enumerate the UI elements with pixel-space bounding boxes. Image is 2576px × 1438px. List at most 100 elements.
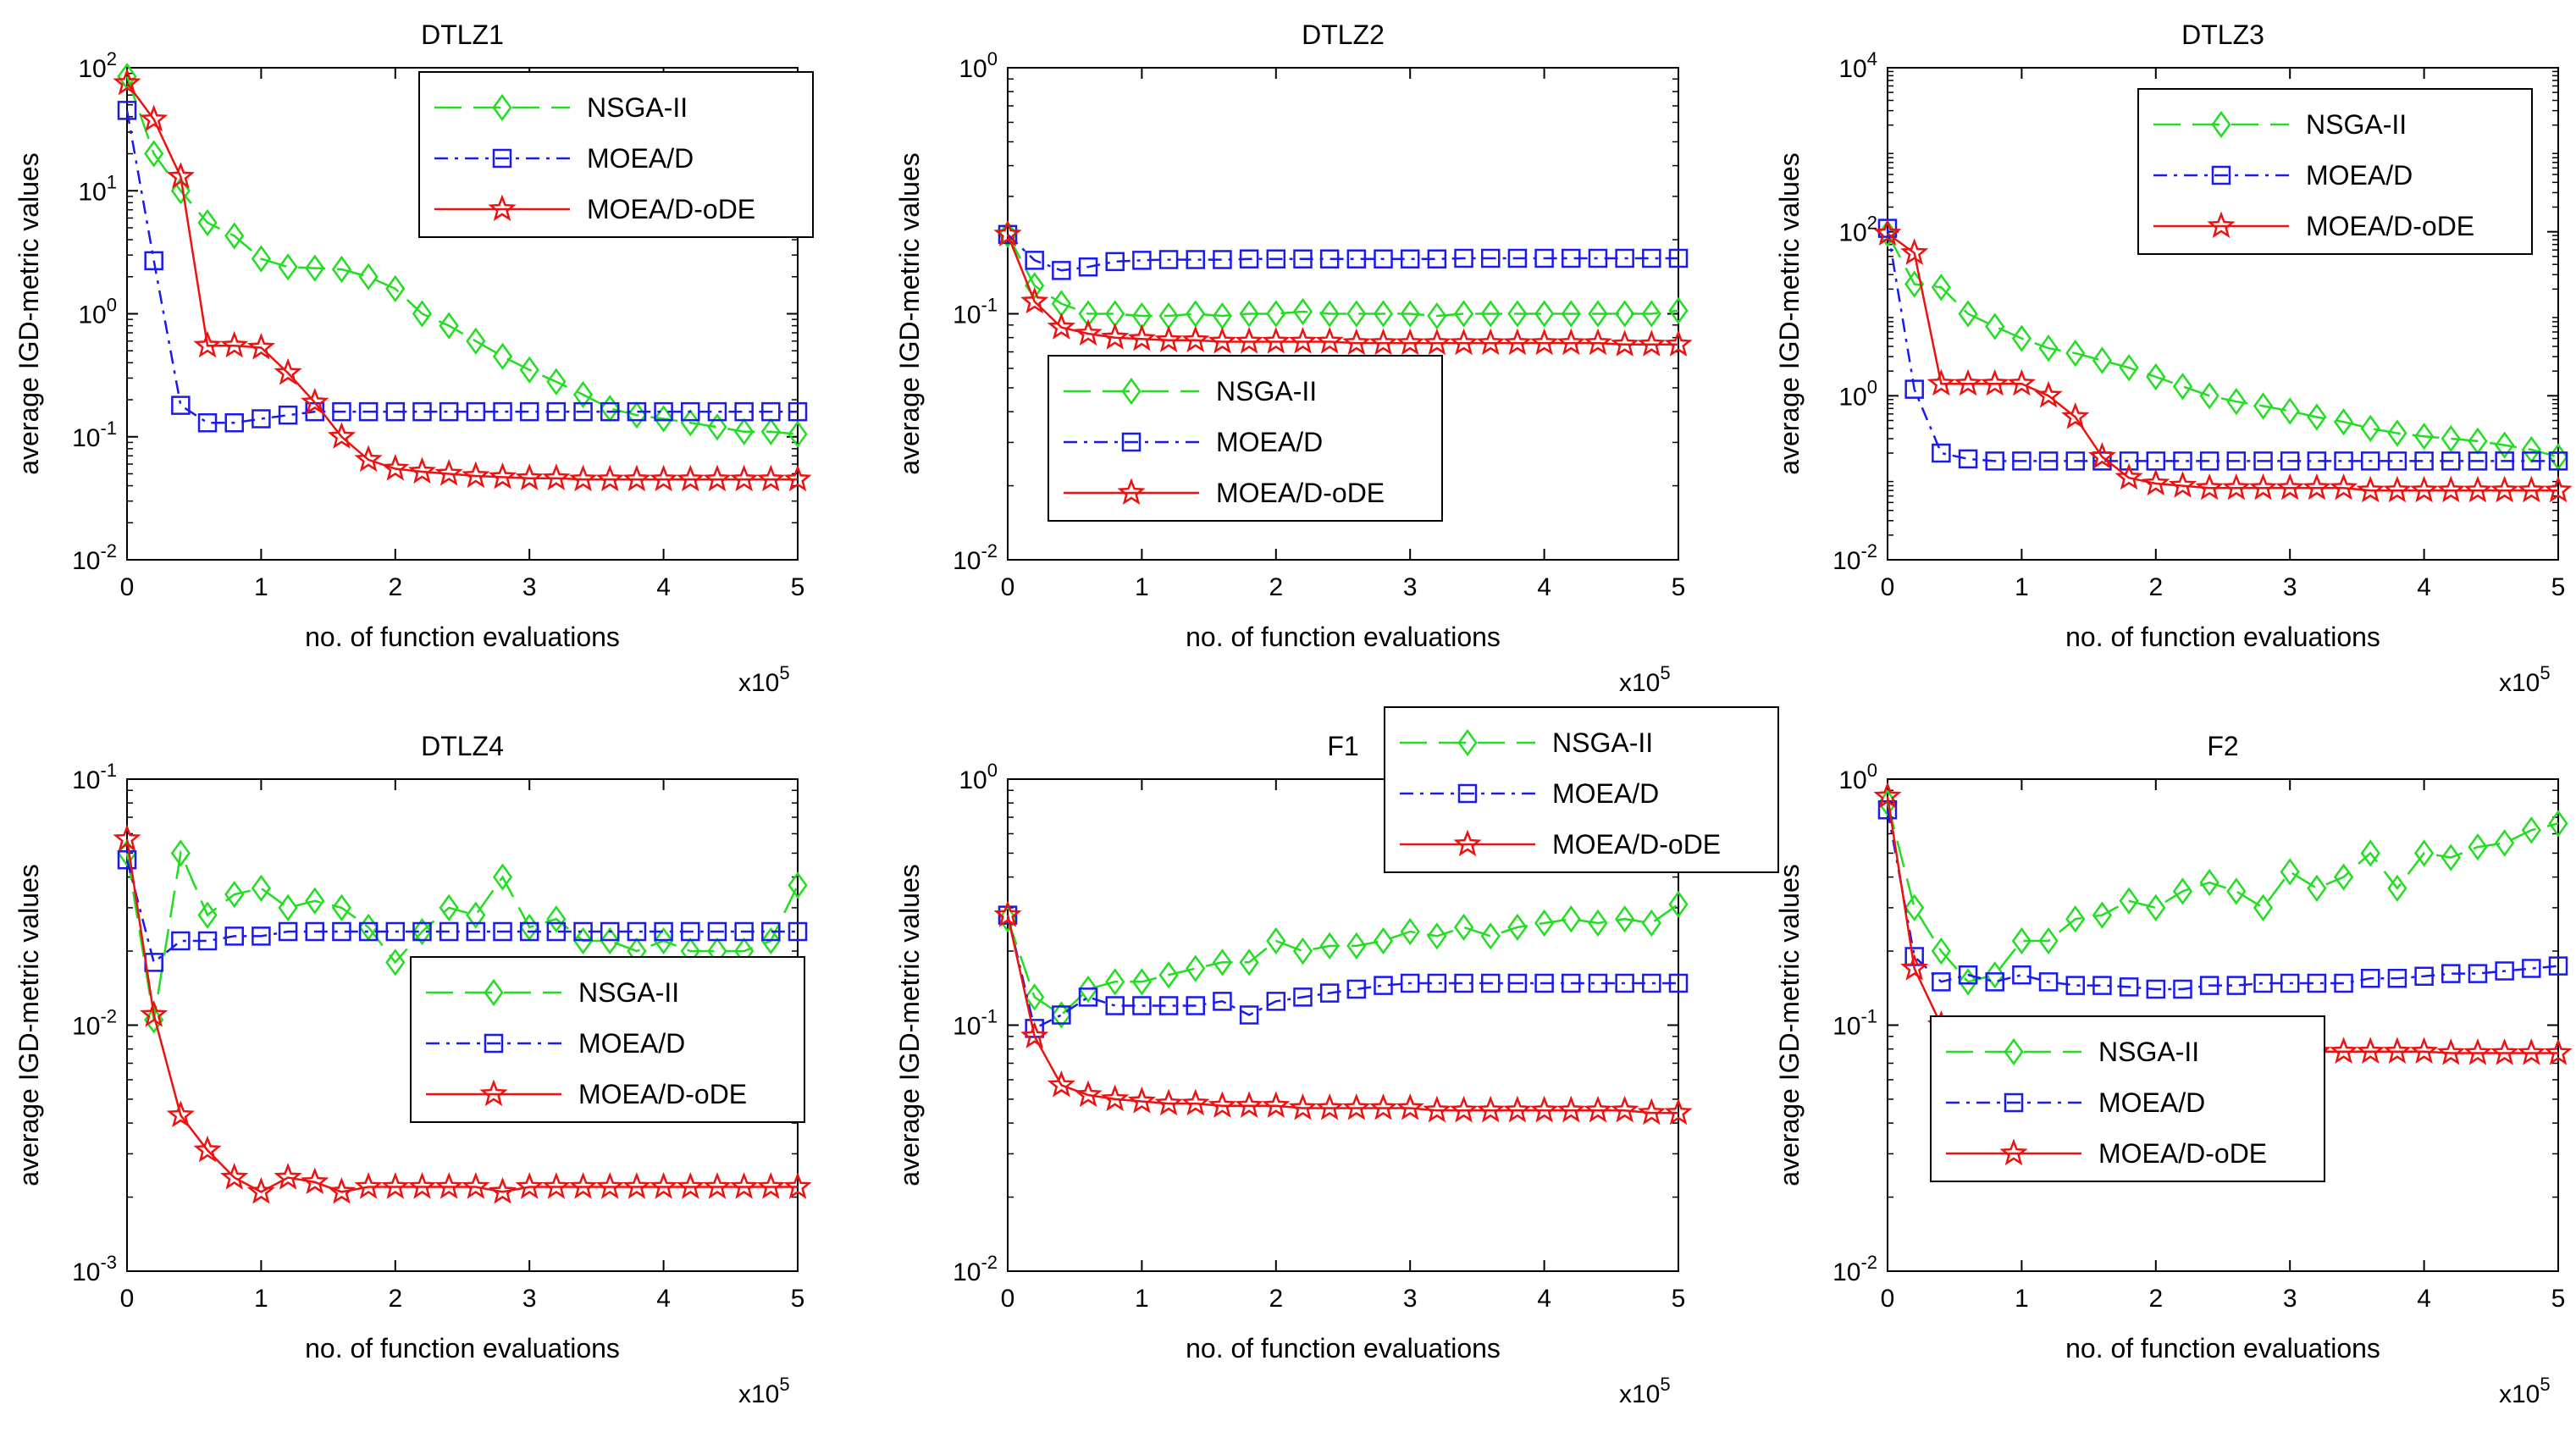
data-point-moea-d xyxy=(197,931,218,951)
data-point-moea-d-ode xyxy=(649,1171,678,1199)
data-point-nsga-ii xyxy=(1292,297,1313,326)
y-tick-label: 102 xyxy=(1838,213,1877,247)
data-point-moea-d-ode xyxy=(993,219,1022,247)
y-axis-label: average IGD-metric values xyxy=(894,152,925,475)
series-nsga-ii xyxy=(117,839,808,1034)
data-point-moea-d-ode xyxy=(1127,324,1157,351)
data-point-nsga-ii xyxy=(519,356,539,384)
x-tick-label: 4 xyxy=(2417,573,2431,601)
data-point-nsga-ii xyxy=(653,405,674,433)
data-point-moea-d xyxy=(1158,996,1179,1015)
x-tick-label: 5 xyxy=(2551,1285,2566,1313)
data-point-moea-d xyxy=(654,401,673,422)
data-point-nsga-ii xyxy=(1078,975,1098,1004)
x-tick-label: 3 xyxy=(1403,1285,1418,1313)
data-point-moea-d xyxy=(1186,250,1206,269)
data-point-nsga-ii xyxy=(385,274,406,302)
data-point-nsga-ii xyxy=(1958,968,1978,996)
data-point-moea-d xyxy=(1427,249,1447,269)
y-axis-label: average IGD-metric values xyxy=(1774,152,1805,475)
data-point-nsga-ii xyxy=(2495,829,2515,857)
data-point-moea-d xyxy=(1052,1005,1071,1025)
chart-title: F2 xyxy=(2207,731,2238,761)
data-point-nsga-ii xyxy=(680,409,700,437)
data-point-nsga-ii xyxy=(2038,926,2059,955)
data-point-moea-d-ode xyxy=(407,1171,437,1199)
legend-marker-moea-d-ode xyxy=(1999,1138,2028,1166)
data-point-moea-d-ode xyxy=(2409,1037,2439,1065)
data-point-moea-d-ode xyxy=(488,1176,517,1204)
data-point-moea-d-ode xyxy=(1664,329,1693,357)
data-point-moea-d xyxy=(2065,451,2086,471)
data-point-nsga-ii xyxy=(1400,917,1420,946)
legend: NSGA-II MOEA/D MOEA/D-oDE xyxy=(418,71,814,238)
data-point-moea-d xyxy=(278,405,298,425)
data-point-moea-d xyxy=(1213,250,1232,269)
data-point-nsga-ii xyxy=(2521,816,2541,844)
data-point-nsga-ii xyxy=(1239,300,1259,328)
series-line-moea-d xyxy=(125,859,798,965)
data-point-nsga-ii xyxy=(251,874,272,903)
data-point-nsga-ii xyxy=(1985,312,2005,340)
y-tick-label: 10-1 xyxy=(953,1006,998,1041)
data-point-nsga-ii xyxy=(305,887,325,915)
data-point-moea-d xyxy=(627,921,647,942)
y-tick-label: 10-2 xyxy=(1832,1252,1877,1286)
data-point-moea-d-ode xyxy=(327,1176,357,1204)
data-point-nsga-ii xyxy=(2011,324,2032,352)
series-line-nsga-ii xyxy=(1006,234,1679,318)
data-point-moea-d-ode xyxy=(2114,462,2143,490)
data-point-moea-d-ode xyxy=(1047,312,1076,340)
legend-label-nsga-ii: NSGA-II xyxy=(2098,1037,2199,1067)
data-point-moea-d-ode xyxy=(595,1172,624,1199)
data-point-moea-d xyxy=(466,921,486,942)
data-point-moea-d-ode xyxy=(1342,328,1371,356)
data-point-moea-d xyxy=(707,921,727,942)
x-tick-label: 0 xyxy=(1001,1285,1015,1313)
data-point-moea-d-ode xyxy=(1396,328,1424,356)
data-point-nsga-ii xyxy=(2360,839,2380,867)
data-point-moea-d xyxy=(546,921,567,942)
legend-marker-moea-d-ode xyxy=(488,194,517,222)
data-point-moea-d-ode xyxy=(703,1172,732,1199)
data-point-moea-d xyxy=(627,401,647,422)
data-point-moea-d-ode xyxy=(1637,1098,1666,1126)
data-point-moea-d xyxy=(2522,451,2541,471)
data-point-nsga-ii xyxy=(224,880,245,909)
legend-label-moea-d-ode: MOEA/D-oDE xyxy=(587,194,755,224)
data-point-nsga-ii xyxy=(707,413,727,441)
data-point-moea-d xyxy=(1642,248,1661,268)
data-point-moea-d xyxy=(2468,964,2488,983)
legend-marker-moea-d-ode xyxy=(479,1079,508,1107)
data-point-moea-d xyxy=(1985,451,2004,471)
legend-label-moea-d: MOEA/D xyxy=(2306,160,2413,191)
data-point-nsga-ii xyxy=(170,177,191,205)
data-point-moea-d xyxy=(1507,248,1528,268)
data-point-moea-d xyxy=(2414,966,2434,987)
data-point-moea-d xyxy=(358,401,379,422)
data-point-moea-d-ode xyxy=(220,1162,249,1190)
data-point-moea-d-ode xyxy=(568,464,598,492)
data-point-moea-d xyxy=(1480,248,1501,268)
data-point-moea-d xyxy=(788,401,808,422)
x-tick-label: 3 xyxy=(2283,573,2297,601)
data-point-nsga-ii xyxy=(734,418,755,445)
data-point-nsga-ii xyxy=(439,312,459,340)
x-tick-label: 4 xyxy=(1537,573,1551,601)
data-point-moea-d xyxy=(1480,973,1501,993)
data-point-moea-d xyxy=(1374,249,1393,269)
data-point-moea-d-ode xyxy=(1476,328,1505,356)
series-line-nsga-ii xyxy=(125,75,799,435)
legend-marker-moea-d xyxy=(484,1033,504,1054)
data-point-nsga-ii xyxy=(1078,300,1098,328)
data-point-nsga-ii xyxy=(1427,922,1447,950)
data-point-moea-d-ode xyxy=(113,824,141,852)
data-point-nsga-ii xyxy=(358,263,379,290)
data-point-nsga-ii xyxy=(1292,937,1313,965)
data-point-moea-d xyxy=(2226,451,2247,471)
data-point-nsga-ii xyxy=(2387,419,2407,447)
legend-marker-moea-d-ode xyxy=(1117,478,1146,506)
data-point-moea-d-ode xyxy=(434,1172,463,1199)
data-point-moea-d-ode xyxy=(140,1000,169,1027)
data-point-moea-d xyxy=(2307,973,2327,993)
